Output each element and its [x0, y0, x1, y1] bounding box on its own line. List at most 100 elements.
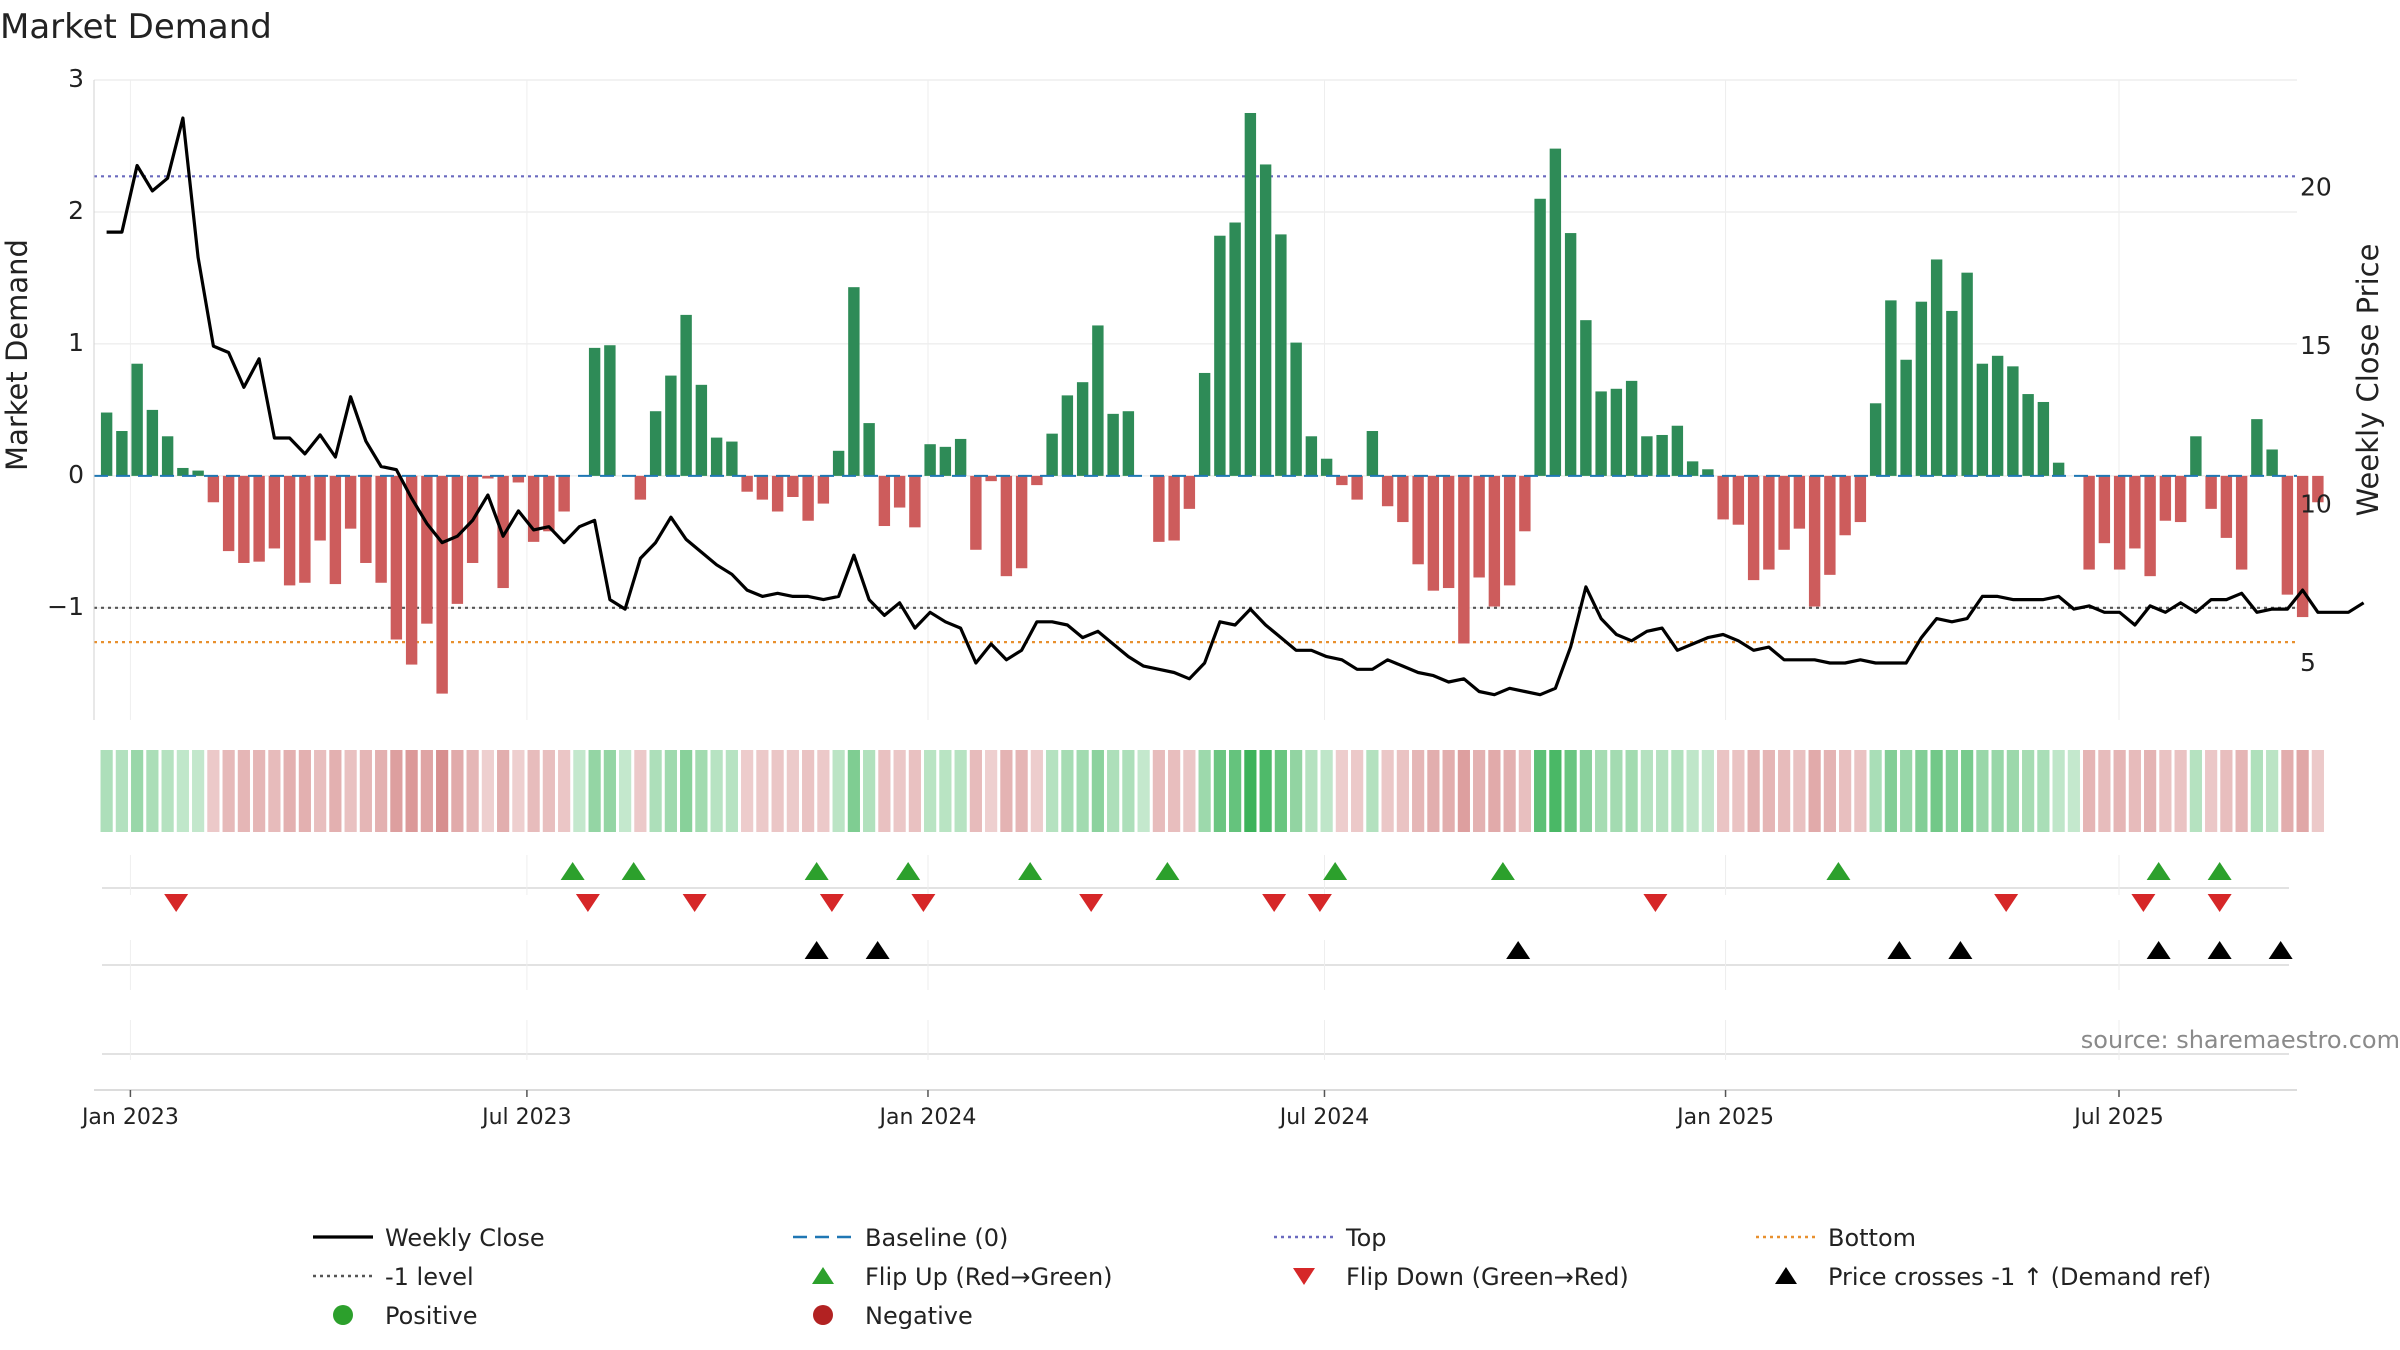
- heat-strip-cell: [329, 750, 342, 832]
- heat-strip-cell: [1396, 750, 1409, 832]
- price-cross-marker: [2207, 941, 2232, 959]
- positive-demand-bar: [1580, 320, 1592, 476]
- heat-strip-cell: [2006, 750, 2019, 832]
- heat-strip-cell: [1747, 750, 1760, 832]
- negative-demand-bar: [436, 475, 448, 694]
- negative-demand-bar: [222, 475, 235, 552]
- heat-strip-cell: [1915, 750, 1928, 832]
- heat-strip-cell: [1381, 750, 1394, 832]
- heat-strip-cell: [115, 750, 128, 832]
- heat-strip-cell: [161, 750, 174, 832]
- heat-strip-cell: [1335, 750, 1348, 832]
- positive-demand-bar: [2190, 436, 2202, 476]
- positive-demand-bar: [710, 437, 723, 476]
- heat-strip-cell: [2189, 750, 2202, 832]
- x-tick-label: Jul 2023: [480, 1105, 572, 1130]
- positive-demand-bar: [848, 287, 860, 476]
- heat-strip-cell: [725, 750, 738, 832]
- negative-demand-bar: [207, 475, 220, 503]
- heat-strip-cell: [2022, 750, 2035, 832]
- legend-label: Flip Up (Red→Green): [865, 1263, 1113, 1291]
- heat-strip-cell: [710, 750, 723, 832]
- legend: Weekly Close Baseline (0) Top Bottom -1 leve…: [313, 1224, 2211, 1330]
- heat-strip-cell: [1168, 750, 1181, 832]
- positive-demand-bar: [1869, 403, 1882, 476]
- legend-label: Top: [1345, 1224, 1387, 1252]
- negative-demand-bar: [299, 475, 311, 583]
- y-left-tick-label: 1: [68, 328, 84, 357]
- negative-demand-bar: [421, 475, 433, 624]
- positive-demand-bar: [1214, 235, 1226, 476]
- negative-demand-bar: [741, 475, 753, 492]
- negative-demand-bar: [909, 475, 921, 528]
- negative-demand-bar: [1793, 475, 1806, 529]
- heat-strip-cell: [969, 750, 982, 832]
- heat-strip-cell: [192, 750, 205, 832]
- negative-demand-bar: [1442, 475, 1455, 589]
- heat-strip-cell: [1717, 750, 1730, 832]
- heat-strip-cell: [893, 750, 906, 832]
- negative-demand-bar: [802, 475, 814, 521]
- flip-down-marker: [164, 894, 189, 912]
- weekly-close-line: [106, 116, 2365, 697]
- negative-demand-bar: [1458, 475, 1470, 644]
- legend-swatch-triangle-up: [812, 1267, 834, 1284]
- heat-strip-cell: [1137, 750, 1150, 832]
- positive-demand-bar: [1671, 425, 1684, 476]
- price-cross-marker: [865, 941, 890, 959]
- heat-strip-cell: [1290, 750, 1303, 832]
- heat-strip-cell: [2113, 750, 2126, 832]
- heat-strip-cell: [2098, 750, 2111, 832]
- heat-strip-cell: [588, 750, 601, 832]
- legend-label: Baseline (0): [865, 1224, 1008, 1252]
- negative-demand-bar: [2098, 475, 2111, 544]
- heat-strip-cell: [1595, 750, 1608, 832]
- event-markers: [102, 855, 2293, 1060]
- heat-strip-cell: [2083, 750, 2096, 832]
- negative-demand-bar: [329, 475, 342, 585]
- flip-down-marker: [1079, 894, 1104, 912]
- negative-demand-bar: [2281, 475, 2294, 595]
- positive-demand-bar: [1930, 259, 1943, 476]
- negative-demand-bar: [1763, 475, 1775, 570]
- heat-strip-cell: [1549, 750, 1562, 832]
- positive-demand-bar: [1259, 164, 1272, 476]
- heat-strip-cell: [2052, 750, 2065, 832]
- negative-demand-bar: [2083, 475, 2095, 570]
- heat-strip-cell: [1610, 750, 1623, 832]
- positive-demand-bar: [1275, 234, 1287, 476]
- heat-strip-cell: [2174, 750, 2187, 832]
- negative-demand-bar: [1000, 475, 1013, 577]
- negative-demand-bar: [2220, 475, 2233, 538]
- negative-demand-bar: [2144, 475, 2156, 577]
- positive-demand-bar: [1046, 433, 1058, 476]
- flip-down-marker: [819, 894, 844, 912]
- positive-demand-bar: [1641, 436, 1653, 476]
- negative-demand-bar: [1015, 475, 1028, 569]
- flip-up-marker: [804, 862, 829, 880]
- heat-strip-cell: [222, 750, 235, 832]
- source-credit: source: sharemaestro.com: [2081, 1026, 2400, 1054]
- positive-demand-bar: [2007, 366, 2019, 476]
- heat-strip-cell: [1503, 750, 1516, 832]
- negative-demand-bar: [1839, 475, 1851, 536]
- negative-demand-bar: [238, 475, 250, 563]
- flip-down-marker: [1307, 894, 1332, 912]
- heat-strip-cell: [1305, 750, 1318, 832]
- heat-strip-cell: [2144, 750, 2157, 832]
- flip-up-marker: [1826, 862, 1851, 880]
- heat-strip-cell: [1534, 750, 1547, 832]
- legend-label: -1 level: [385, 1263, 474, 1291]
- heat-strip-cell: [1229, 750, 1242, 832]
- heat-strip-cell: [1854, 750, 1867, 832]
- heat-strip-cell: [1412, 750, 1425, 832]
- heat-strip-cell: [497, 750, 510, 832]
- negative-demand-bar: [344, 475, 357, 529]
- positive-demand-bar: [192, 470, 204, 476]
- positive-demand-bar: [1092, 325, 1104, 476]
- negative-demand-bar: [1717, 475, 1729, 520]
- flip-up-marker: [2207, 862, 2232, 880]
- y-axis-left-title: Market Demand: [0, 239, 34, 471]
- heat-strip-cell: [176, 750, 189, 832]
- heat-strip-cell: [1808, 750, 1821, 832]
